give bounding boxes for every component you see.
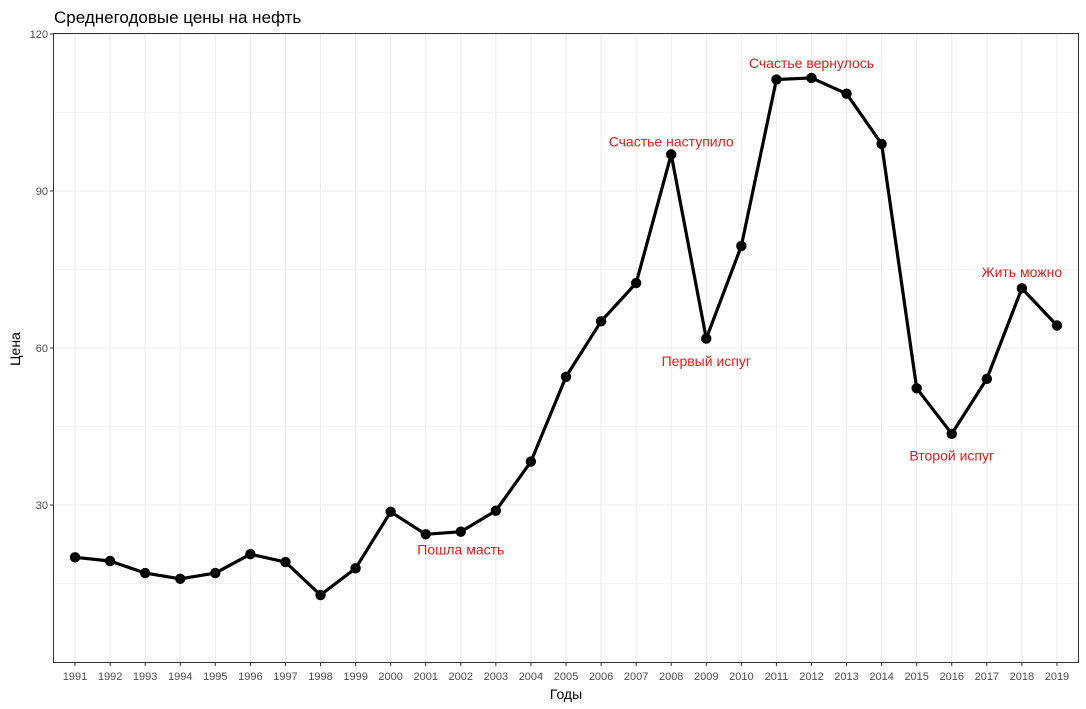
x-tick-label: 2006 [589,671,613,683]
annotation-label: Первый испуг [662,353,751,369]
x-tick-label: 2009 [694,671,718,683]
x-tick-label: 1999 [343,671,367,683]
data-point [455,526,466,537]
x-tick-label: 2012 [799,671,823,683]
x-tick-label: 1998 [308,671,332,683]
x-tick-label: 2003 [484,671,508,683]
data-point [315,589,326,601]
data-point [1051,320,1063,331]
data-point [69,552,81,563]
x-tick-label: 2014 [869,671,893,683]
x-axis: 1991 1992 1993 1994 1995 1996 1997 1998 1999 2000… [63,662,1069,683]
data-point [210,567,221,579]
data-point [245,548,256,560]
data-point [630,277,642,289]
x-tick-label: 2013 [834,671,858,683]
annotation-label: Пошла масть [417,541,504,557]
x-tick-label: 2011 [765,671,789,683]
data-point [139,567,151,579]
x-tick-label: 2005 [554,671,578,683]
data-point [736,240,747,252]
data-point [946,428,957,440]
x-tick-label: 2017 [975,671,999,683]
x-tick-label: 2008 [659,671,683,683]
data-point [420,529,431,540]
data-point [560,371,572,382]
x-tick-label: 2019 [1045,671,1069,683]
data-point [280,556,291,568]
data-point [350,563,361,574]
data-point [701,333,712,344]
x-tick-label: 2015 [904,671,928,683]
y-axis-title: Цена [7,332,23,366]
x-tick-label: 2004 [519,671,543,683]
x-tick-label: 1993 [133,671,157,683]
data-point [385,506,396,518]
x-tick-label: 1992 [98,671,122,683]
chart-title: Среднегодовые цены на нефть [54,8,301,27]
x-tick-label: 2001 [413,671,437,683]
x-tick-label: 1996 [238,671,262,683]
data-point [666,149,677,160]
y-axis: 30 60 90 120 [30,29,54,512]
grid [54,33,1078,662]
y-tick-label: 120 [30,29,48,41]
x-tick-label: 2000 [378,671,402,683]
x-tick-label: 1995 [203,671,227,683]
x-tick-label: 1991 [63,671,87,683]
annotation-label: Счастье наступило [609,133,734,149]
x-tick-label: 1994 [168,671,192,683]
x-tick-label: 2007 [624,671,648,683]
x-tick-label: 1997 [273,671,297,683]
x-tick-label: 2016 [940,671,964,683]
data-point [175,573,186,584]
data-point [981,373,993,385]
panel-border [53,33,1079,663]
data-point [911,383,922,394]
y-tick-label: 30 [36,500,48,512]
x-axis-title: Годы [550,686,582,702]
annotation-label: Жить можно [982,264,1063,280]
x-tick-label: 2002 [449,671,473,683]
y-tick-label: 60 [36,343,48,355]
annotations: Пошла масть Счастье наступило Первый испуг… [417,55,1062,558]
x-tick-label: 2010 [729,671,753,683]
data-point [876,138,887,150]
data-point [595,316,607,327]
data-points [69,72,1063,601]
annotation-label: Счастье вернулось [749,55,874,71]
data-point [1016,283,1028,294]
data-point [771,74,782,85]
y-tick-label: 90 [36,186,48,198]
data-point [841,88,852,99]
x-tick-label: 2018 [1010,671,1034,683]
annotation-label: Второй испуг [909,447,994,463]
data-point [490,505,502,516]
data-point [525,456,537,467]
data-point [806,72,817,84]
data-point [104,555,116,567]
